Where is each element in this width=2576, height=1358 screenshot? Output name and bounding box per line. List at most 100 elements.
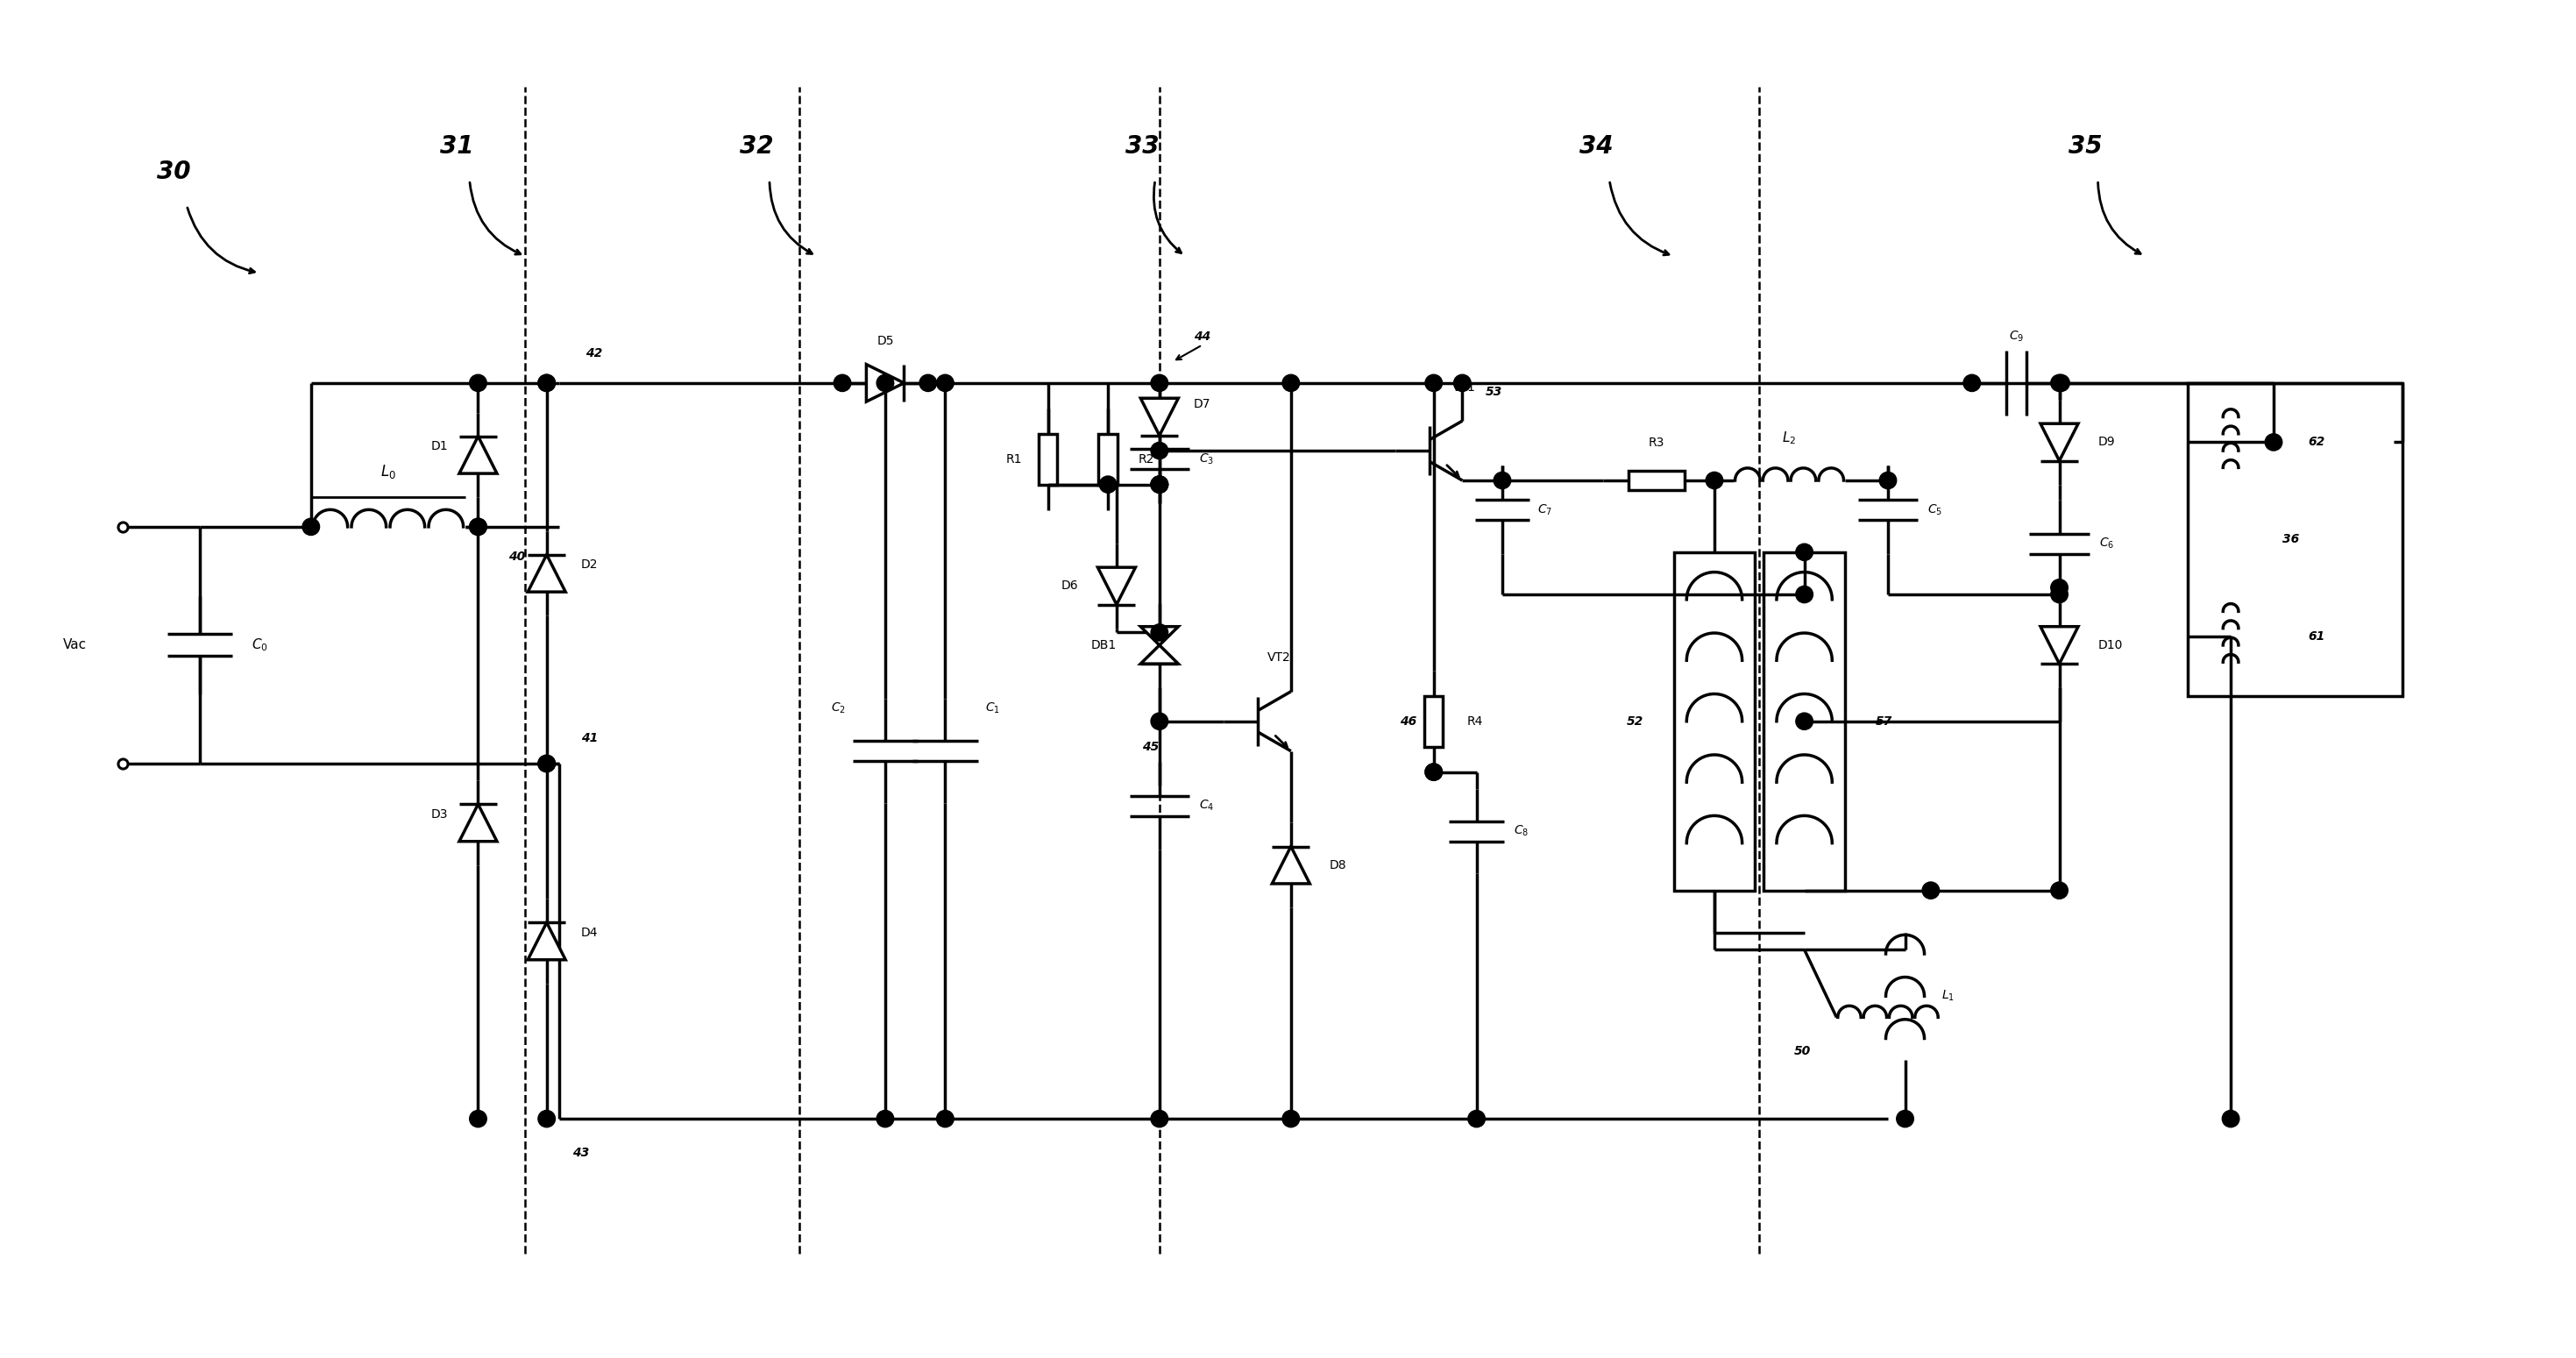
Circle shape (1494, 473, 1512, 489)
Polygon shape (459, 436, 497, 474)
Text: 57: 57 (1875, 716, 1893, 728)
Circle shape (1151, 713, 1167, 729)
Text: 35: 35 (2069, 134, 2102, 159)
Text: R2: R2 (1139, 454, 1154, 466)
Text: $C_4$: $C_4$ (1198, 799, 1213, 813)
Text: D9: D9 (2097, 436, 2115, 448)
Text: R1: R1 (1005, 454, 1023, 466)
Circle shape (1963, 375, 1981, 391)
Polygon shape (528, 554, 567, 592)
Circle shape (538, 755, 556, 773)
Text: DB1: DB1 (1090, 640, 1115, 652)
Text: $C_9$: $C_9$ (2009, 329, 2025, 344)
Text: D2: D2 (582, 558, 598, 570)
Circle shape (1705, 473, 1723, 489)
Circle shape (2050, 580, 2069, 596)
Text: $C_8$: $C_8$ (1515, 824, 1528, 838)
Text: 31: 31 (440, 134, 474, 159)
Circle shape (469, 375, 487, 391)
Circle shape (2053, 375, 2069, 391)
Circle shape (920, 375, 938, 391)
Circle shape (1283, 375, 1298, 391)
Circle shape (876, 1111, 894, 1127)
Circle shape (1468, 1111, 1486, 1127)
Bar (2187, 383, 2403, 695)
Text: 62: 62 (2308, 436, 2326, 448)
Circle shape (301, 519, 319, 535)
Circle shape (835, 375, 850, 391)
Circle shape (1795, 713, 1814, 729)
Text: 50: 50 (1793, 1044, 1811, 1058)
Circle shape (1880, 473, 1896, 489)
Circle shape (1453, 375, 1471, 391)
Text: D3: D3 (430, 808, 448, 820)
Circle shape (1425, 763, 1443, 781)
Text: D6: D6 (1061, 580, 1077, 592)
Circle shape (1425, 375, 1443, 391)
Circle shape (1151, 625, 1167, 641)
Text: $C_5$: $C_5$ (1927, 502, 1942, 517)
Bar (1425, 695, 1443, 747)
Circle shape (538, 755, 556, 773)
Circle shape (1795, 585, 1814, 603)
Text: $C_7$: $C_7$ (1538, 502, 1553, 517)
Text: 40: 40 (507, 550, 526, 562)
Bar (1097, 433, 1118, 485)
Text: $C_1$: $C_1$ (984, 702, 999, 716)
Text: $C_3$: $C_3$ (1198, 452, 1213, 466)
Circle shape (2264, 433, 2282, 451)
Text: 34: 34 (1579, 134, 1613, 159)
Circle shape (1425, 763, 1443, 781)
Polygon shape (2040, 424, 2079, 460)
Text: 43: 43 (572, 1146, 590, 1158)
Polygon shape (1141, 645, 1177, 664)
Circle shape (1151, 477, 1167, 493)
Circle shape (1151, 375, 1167, 391)
Text: D5: D5 (876, 334, 894, 346)
Polygon shape (2040, 626, 2079, 664)
Text: 46: 46 (1399, 716, 1417, 728)
Bar (1765, 553, 1844, 891)
Circle shape (938, 375, 953, 391)
Text: 41: 41 (582, 732, 598, 744)
Text: D8: D8 (1329, 858, 1347, 872)
Text: R4: R4 (1466, 716, 1484, 728)
Circle shape (876, 375, 894, 391)
Circle shape (469, 519, 487, 535)
Text: $C_2$: $C_2$ (829, 702, 845, 716)
Text: Vac: Vac (64, 638, 88, 652)
Text: VT2: VT2 (1267, 652, 1291, 664)
Polygon shape (528, 922, 567, 960)
Text: R3: R3 (1649, 436, 1664, 448)
Circle shape (2223, 1111, 2239, 1127)
Bar (1038, 433, 1059, 485)
Circle shape (2050, 375, 2069, 391)
Text: $L_1$: $L_1$ (1942, 989, 1955, 1004)
Text: $L_0$: $L_0$ (381, 463, 397, 481)
Text: D10: D10 (2099, 640, 2123, 652)
Polygon shape (866, 364, 904, 402)
Text: 45: 45 (1141, 740, 1159, 752)
Text: 30: 30 (157, 159, 191, 183)
Circle shape (1922, 881, 1940, 899)
Circle shape (1795, 543, 1814, 561)
Polygon shape (459, 804, 497, 842)
Circle shape (1896, 1111, 1914, 1127)
Circle shape (2050, 585, 2069, 603)
Circle shape (1100, 477, 1115, 493)
Text: 52: 52 (1625, 716, 1643, 728)
Text: $L_2$: $L_2$ (1783, 430, 1795, 447)
Circle shape (2050, 881, 2069, 899)
Circle shape (1283, 1111, 1298, 1127)
Circle shape (469, 1111, 487, 1127)
Text: VT1: VT1 (1453, 382, 1476, 394)
Text: 36: 36 (2282, 534, 2300, 546)
Circle shape (1151, 443, 1167, 459)
Circle shape (538, 375, 556, 391)
Text: 53: 53 (1486, 386, 1502, 398)
Text: 32: 32 (739, 134, 773, 159)
Polygon shape (1141, 626, 1177, 645)
Text: D7: D7 (1193, 398, 1211, 410)
Text: D4: D4 (582, 926, 598, 938)
Circle shape (538, 375, 556, 391)
